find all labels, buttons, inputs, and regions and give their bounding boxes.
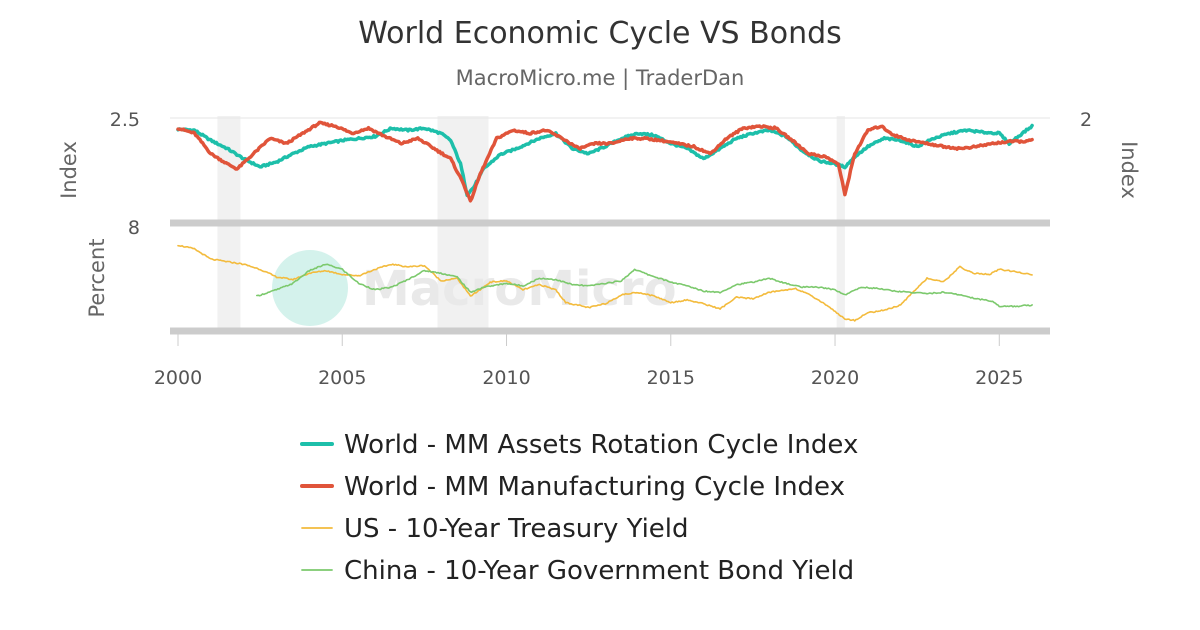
- x-tick-label: 2025: [975, 367, 1023, 389]
- x-tick-label: 2000: [154, 367, 202, 389]
- x-tick-label: 2015: [647, 367, 695, 389]
- watermark: MacroMicro: [272, 250, 677, 326]
- legend-label[interactable]: World - MM Manufacturing Cycle Index: [344, 472, 845, 502]
- bottom-left-axis-title: Percent: [85, 238, 109, 317]
- legend-label[interactable]: US - 10-Year Treasury Yield: [344, 514, 689, 544]
- chart-title: World Economic Cycle VS Bonds: [358, 16, 842, 51]
- series-lines: [176, 120, 1034, 322]
- watermark-logo-icon: [272, 250, 348, 326]
- legend: World - MM Assets Rotation Cycle Index Wo…: [300, 430, 858, 586]
- x-tick-label: 2005: [318, 367, 366, 389]
- x-axis: 2000 2005 2010 2015 2020 2025: [154, 334, 1023, 389]
- legend-label[interactable]: World - MM Assets Rotation Cycle Index: [344, 430, 858, 460]
- top-left-axis-tick: 2.5: [110, 109, 140, 131]
- top-right-axis-title: Index: [1117, 141, 1141, 199]
- series-line: [177, 244, 1033, 322]
- watermark-text: MacroMicro: [362, 261, 677, 317]
- legend-label[interactable]: China - 10-Year Government Bond Yield: [344, 556, 854, 586]
- series-line: [176, 120, 1034, 203]
- series-line: [256, 263, 1033, 308]
- chart-subtitle: MacroMicro.me | TraderDan: [456, 66, 745, 91]
- series-line: [176, 123, 1034, 198]
- bottom-left-axis-tick: 8: [128, 217, 140, 239]
- x-tick-label: 2020: [811, 367, 859, 389]
- x-tick-label: 2010: [482, 367, 530, 389]
- top-left-axis-title: Index: [57, 141, 81, 199]
- top-right-axis-tick: 2: [1080, 109, 1092, 131]
